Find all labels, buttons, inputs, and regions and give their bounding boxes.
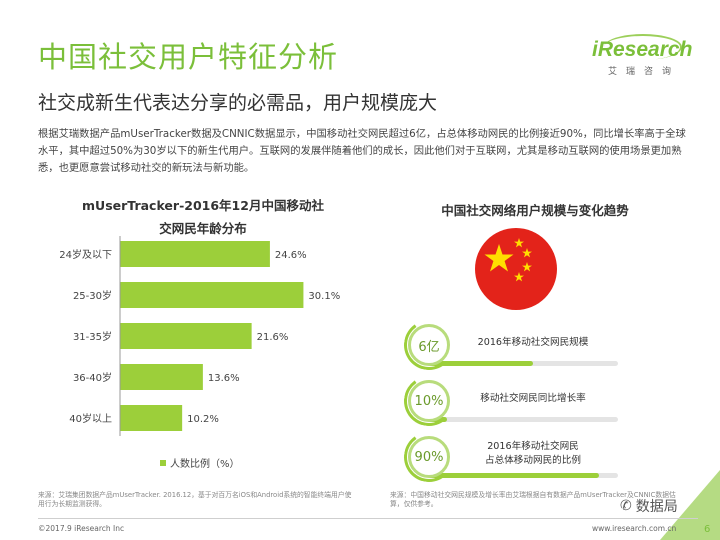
- category-label: 40岁以上: [69, 412, 112, 425]
- page-subtitle: 社交成新生代表达分享的必需品，用户规模庞大: [38, 92, 438, 114]
- age-bar-chart: 24岁及以下 24.6% 25-30岁 30.1% 31-35岁 21.6% 36-40岁 1…: [59, 236, 340, 436]
- value-label: 24.6%: [275, 250, 307, 261]
- page-title: 中国社交用户特征分析: [38, 40, 339, 74]
- source-note-right: 来源：中国移动社交网民规模及增长率由艾瑞根据自有数据产品mUserTracker…: [390, 491, 676, 508]
- kpi-progress-fill: [428, 473, 599, 478]
- page-number: 6: [704, 524, 711, 535]
- kpi-label: 移动社交网民同比增长率: [480, 393, 586, 404]
- kpi-progress-track: [428, 361, 618, 366]
- watermark-text: 数据局: [635, 499, 678, 515]
- logo-wordmark: iResearch: [592, 38, 693, 61]
- chart-title-line-2: 交网民年龄分布: [159, 221, 247, 236]
- bar: [120, 405, 183, 431]
- flag-small-star-icon: [514, 272, 524, 282]
- kpi-progress-track: [428, 473, 618, 478]
- bar: [120, 364, 203, 390]
- kpi-value: 90%: [408, 436, 450, 478]
- category-label: 25-30岁: [73, 289, 112, 302]
- right-panel-title: 中国社交网络用户规模与变化趋势: [441, 203, 629, 218]
- kpi-progress-fill: [428, 361, 533, 366]
- flag-big-star-icon: [484, 244, 514, 272]
- chart-legend: 人数比例（%）: [160, 455, 240, 470]
- corner-decoration: [660, 470, 720, 540]
- bar: [120, 241, 270, 267]
- kpi-label: 2016年移动社交网民 占总体移动网民的比例: [485, 441, 581, 466]
- category-label: 36-40岁: [73, 371, 112, 384]
- copyright: ©2017.9 iResearch Inc: [38, 524, 125, 533]
- legend-swatch: [160, 459, 166, 466]
- body-paragraph: 根据艾瑞数据产品mUserTracker数据及CNNIC数据显示，中国移动社交网…: [38, 128, 686, 174]
- kpi-value: 10%: [408, 380, 450, 422]
- kpi-growth-rate: 10% 移动社交网民同比增长率: [400, 372, 620, 430]
- value-label: 10.2%: [187, 414, 219, 425]
- website-link[interactable]: www.iresearch.com.cn: [592, 524, 677, 533]
- logo-chinese: 艾瑞咨询: [608, 67, 681, 77]
- flag-small-star-icon: [522, 248, 532, 258]
- value-label: 30.1%: [308, 291, 340, 302]
- china-flag-icon: [475, 228, 557, 310]
- kpi-share-ratio: 90% 2016年移动社交网民 占总体移动网民的比例: [400, 428, 620, 486]
- category-label: 24岁及以下: [59, 248, 112, 261]
- watermark: ✆ 数据局: [620, 496, 678, 516]
- value-label: 21.6%: [257, 332, 289, 343]
- logo-arc-icon: [604, 34, 682, 60]
- wechat-icon: ✆: [620, 498, 632, 514]
- flag-small-star-icon: [514, 238, 524, 248]
- kpi-label: 2016年移动社交网民规模: [477, 337, 589, 348]
- value-label: 13.6%: [208, 373, 240, 384]
- kpi-progress-track: [428, 417, 618, 422]
- bar: [120, 323, 252, 349]
- category-label: 31-35岁: [73, 330, 112, 343]
- legend-label: 人数比例（%）: [170, 459, 240, 470]
- chart-title-line-1: mUserTracker-2016年12月中国移动社: [82, 198, 324, 213]
- chart-title: mUserTracker-2016年12月中国移动社 交网民年龄分布: [68, 194, 338, 240]
- source-note-left: 来源：艾瑞集团数据产品mUserTracker. 2016.12，基于对百万名i…: [38, 491, 352, 508]
- bar: [120, 282, 304, 308]
- footer-divider: [38, 518, 698, 519]
- flag-small-star-icon: [522, 262, 532, 272]
- kpi-user-scale: 6亿 2016年移动社交网民规模: [400, 316, 620, 374]
- kpi-value: 6亿: [408, 324, 450, 366]
